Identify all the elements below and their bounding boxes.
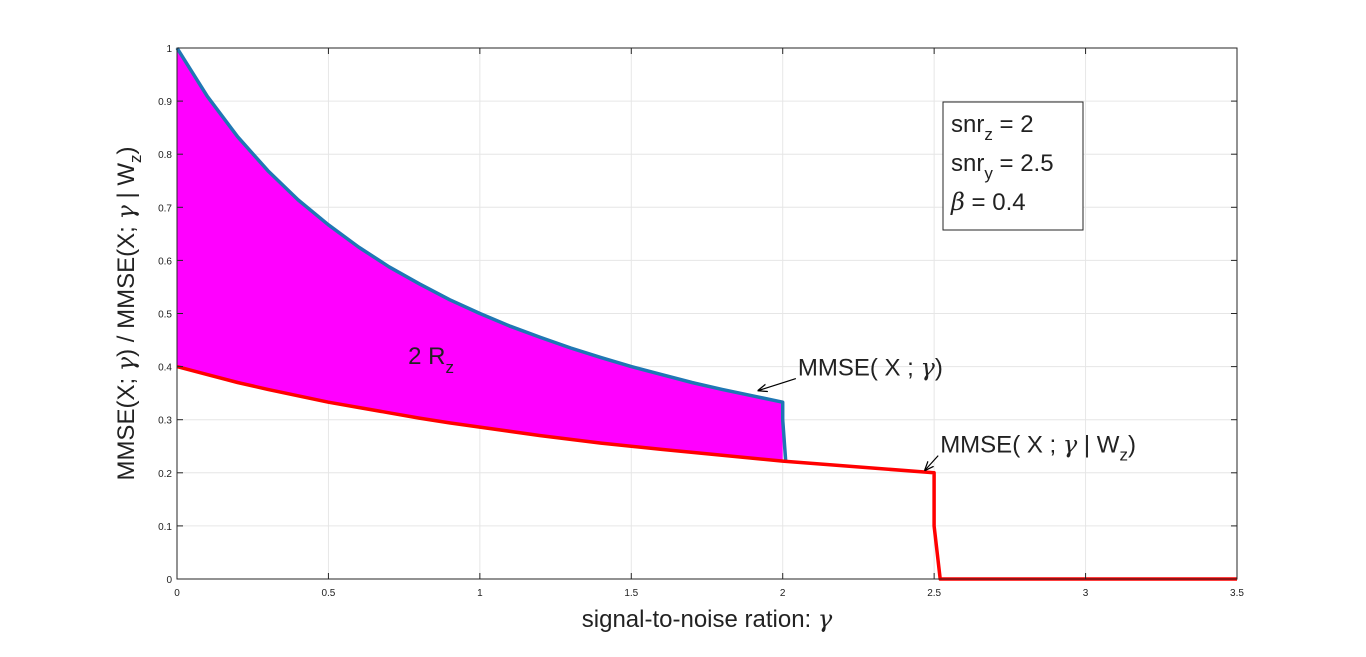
y-tick-label: 0.3 (158, 416, 172, 427)
legend-subscript: z (984, 125, 993, 144)
x-tick-label: 1.5 (624, 588, 638, 599)
y-tick-label: 0.5 (158, 310, 172, 321)
annotation-mmse-wz-label: MMSE( X ; γ | Wz) (940, 431, 1136, 465)
legend-value: = 0.4 (965, 189, 1026, 216)
legend-subscript: y (984, 164, 993, 183)
region-label: 2 Rz (408, 343, 454, 377)
y-axis-label-subscript: z (126, 154, 145, 163)
region-label-subscript: z (446, 358, 455, 377)
y-axis-label-part: | W (113, 163, 140, 206)
x-tick-label: 3 (1083, 588, 1089, 599)
x-tick-label: 2.5 (927, 588, 941, 599)
y-axis-label-symbol: γ (112, 356, 140, 371)
annotation-symbol: γ (921, 354, 936, 382)
y-axis-label: MMSE(X; γ) / MMSE(X; γ | Wz) (112, 146, 145, 480)
annotations: MMSE( X ; γ)MMSE( X ; γ | Wz) (758, 354, 1136, 471)
y-axis-label-part: MMSE(X; (113, 371, 140, 480)
y-axis-label-symbol: γ (112, 205, 140, 220)
series-layer (175, 47, 1237, 581)
y-tick-label: 0.6 (158, 256, 172, 267)
x-tick-label: 0.5 (321, 588, 335, 599)
x-axis-label: signal-to-noise ration: γ (582, 605, 833, 633)
y-tick-label: 0.7 (158, 203, 172, 214)
x-axis-label-symbol: γ (818, 605, 833, 633)
region-label-text: 2 R (408, 343, 445, 370)
legend-frame (942, 101, 1084, 231)
annotation-subscript: z (1119, 446, 1128, 465)
annotation-text: | W (1077, 432, 1120, 459)
series-line-blue (175, 47, 788, 462)
legend-line: snrz = 2 (951, 111, 1034, 144)
x-tick-label: 3.5 (1230, 588, 1244, 599)
legend-line: snry = 2.5 (951, 150, 1054, 183)
fill-region-2rz (177, 48, 783, 462)
x-axis-label-text: signal-to-noise ration: (582, 606, 818, 633)
annotation-text: ) (1128, 432, 1136, 459)
legend-symbol: β (950, 188, 965, 216)
y-tick-label: 0.2 (158, 469, 172, 480)
y-tick-label: 0 (166, 575, 172, 586)
y-tick-label: 0.9 (158, 97, 172, 108)
annotation-symbol: γ (1063, 431, 1078, 459)
ticks: 0 0.5 1 1.5 2 2.5 3 3.5 0 0.1 0.2 0.3 0.4 0.5 0.6 0.7 0.… (158, 44, 1244, 599)
annotation-arrow (925, 455, 939, 471)
annotation-arrow (758, 378, 797, 391)
annotation-text: MMSE( X ; (940, 432, 1063, 459)
y-axis-label-part: ) / MMSE(X; (113, 220, 140, 357)
legend-text: snr (951, 150, 984, 177)
x-tick-label: 2 (780, 588, 786, 599)
x-tick-label: 1 (477, 588, 483, 599)
y-tick-label: 0.1 (158, 522, 172, 533)
y-axis-label-part: ) (113, 146, 140, 154)
x-tick-label: 0 (174, 588, 180, 599)
legend-text: snr (951, 111, 984, 138)
annotation-text: ) (935, 355, 943, 382)
y-tick-label: 0.8 (158, 150, 172, 161)
y-tick-label: 1 (166, 44, 172, 55)
fill-layer (177, 48, 783, 462)
annotation-text: MMSE( X ; (798, 355, 921, 382)
annotation-mmse-label: MMSE( X ; γ) (798, 354, 943, 382)
legend-value: = 2 (993, 111, 1034, 138)
y-tick-label: 0.4 (158, 363, 172, 374)
series-line-red (176, 364, 1237, 581)
legend-line: β = 0.4 (950, 188, 1026, 216)
legend-value: = 2.5 (993, 150, 1054, 177)
